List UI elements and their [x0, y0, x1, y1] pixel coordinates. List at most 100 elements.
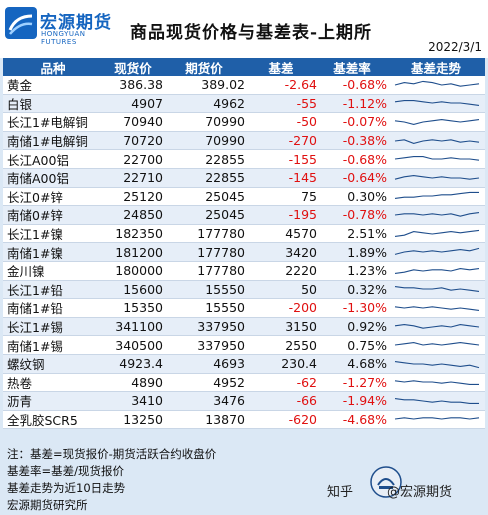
table-row: 南储1#电解铜 70720 70990 -270 -0.38% — [3, 131, 485, 151]
sparkline — [394, 417, 480, 421]
table-row: 长江0#锌 25120 25045 75 0.30% — [3, 187, 485, 207]
table-body: 黄金 386.38 389.02 -2.64 -0.68% 白银 4907 4962 -55 -1… — [3, 76, 485, 430]
sparkline — [394, 229, 480, 237]
futures-price: 22855 — [205, 151, 245, 167]
basis-table: 品种 现货价 期货价 基差 基差率 基差走势 黄金 386.38 389.02 -2.… — [3, 58, 485, 430]
report-header: 宏源期货 HONGYUAN FUTURES 商品现货价格与基差表-上期所 202… — [0, 0, 488, 58]
basis-rate: -1.27% — [342, 374, 387, 390]
commodity-name: 热卷 — [7, 375, 33, 391]
basis-trend-cell — [387, 282, 485, 296]
futures-price: 337950 — [197, 319, 245, 335]
basis-value: -145 — [288, 170, 317, 186]
table-row: 南储0#锌 24850 25045 -195 -0.78% — [3, 206, 485, 225]
basis-value: -62 — [296, 374, 317, 390]
futures-price: 25045 — [205, 188, 245, 204]
col-header-commodity: 品种 — [40, 60, 66, 76]
logo-name-cn: 宏源期货 — [40, 13, 112, 33]
basis-trend-cell — [387, 78, 485, 92]
basis-trend-cell — [387, 171, 485, 185]
watermark: 知乎 @宏源期货 — [327, 465, 477, 505]
sparkline — [394, 248, 480, 256]
commodity-name: 南储1#镍 — [7, 245, 63, 261]
sparkline — [394, 360, 480, 368]
basis-trend-cell — [387, 152, 485, 166]
table-header: 品种 现货价 期货价 基差 基差率 基差走势 — [3, 58, 485, 76]
sparkline-series — [394, 192, 479, 200]
basis-rate: 0.32% — [347, 281, 387, 297]
futures-price: 4962 — [213, 95, 245, 111]
spot-price: 24850 — [123, 207, 163, 223]
basis-rate: -4.68% — [342, 411, 387, 427]
report-date: 2022/3/1 — [428, 40, 482, 54]
spot-price: 3410 — [131, 393, 163, 409]
futures-price: 4952 — [213, 374, 245, 390]
spot-price: 22700 — [123, 151, 163, 167]
company-logo-icon — [5, 7, 37, 39]
table-row: 热卷 4890 4952 -62 -1.27% — [3, 373, 485, 393]
futures-price: 177780 — [197, 244, 245, 260]
spot-price: 182350 — [115, 226, 163, 242]
commodity-name: 南储1#铅 — [7, 301, 63, 317]
spot-price: 180000 — [115, 263, 163, 279]
commodity-name: 长江0#锌 — [7, 189, 63, 205]
sparkline-series — [394, 80, 480, 87]
col-header-spot: 现货价 — [114, 60, 152, 76]
basis-rate: 4.68% — [347, 356, 387, 372]
commodity-name: 白银 — [7, 96, 33, 112]
sparkline — [394, 306, 480, 311]
sparkline — [394, 192, 479, 200]
note-source: 宏源期货研究所 — [7, 498, 88, 512]
basis-rate: -1.94% — [342, 393, 387, 409]
futures-price: 4693 — [213, 356, 245, 372]
futures-price: 389.02 — [201, 77, 245, 93]
sparkline-series — [394, 138, 480, 144]
sparkline — [394, 342, 480, 346]
table-row: 长江A00铝 22700 22855 -155 -0.68% — [3, 150, 485, 169]
commodity-name: 沥青 — [7, 394, 33, 410]
sparkline-series — [394, 306, 480, 311]
commodity-name: 长江1#电解铜 — [7, 115, 88, 131]
watermark-account: @宏源期货 — [387, 485, 453, 500]
table-row: 长江1#镍 182350 177780 4570 2.51% — [3, 224, 485, 244]
commodity-name: 长江A00铝 — [7, 152, 69, 168]
basis-value: 2220 — [285, 263, 317, 279]
logo-name-en: HONGYUAN FUTURES — [41, 30, 86, 46]
spot-price: 4907 — [131, 95, 163, 111]
basis-value: -66 — [296, 393, 317, 409]
basis-rate: -0.64% — [342, 170, 387, 186]
basis-rate: 2.51% — [347, 226, 387, 242]
table-row: 长江1#锡 341100 337950 3150 0.92% — [3, 317, 485, 337]
sparkline-series — [394, 100, 480, 107]
futures-price: 25045 — [205, 207, 245, 223]
basis-value: 4570 — [285, 226, 317, 242]
spot-price: 22710 — [123, 170, 163, 186]
futures-price: 15550 — [205, 281, 245, 297]
sparkline-series — [394, 342, 480, 346]
sparkline — [394, 100, 480, 107]
basis-rate: 0.30% — [347, 188, 387, 204]
spot-price: 341100 — [115, 319, 163, 335]
emblem-icon — [370, 466, 402, 498]
sparkline-series — [394, 267, 480, 274]
basis-trend-cell — [387, 227, 485, 241]
table-row: 螺纹钢 4923.4 4693 230.4 4.68% — [3, 354, 485, 374]
basis-rate: -0.78% — [342, 207, 387, 223]
commodity-name: 金川镍 — [7, 264, 45, 280]
basis-trend-cell — [387, 115, 485, 129]
sparkline-series — [394, 397, 479, 404]
col-header-basis: 基差 — [268, 60, 294, 76]
sparkline-series — [394, 212, 480, 217]
table-row: 沥青 3410 3476 -66 -1.94% — [3, 392, 485, 411]
basis-trend-cell — [387, 338, 485, 352]
spot-price: 181200 — [115, 244, 163, 260]
spot-price: 70940 — [123, 114, 163, 130]
basis-rate: -0.07% — [342, 114, 387, 130]
watermark-zhihu: 知乎 — [327, 485, 354, 500]
sparkline-series — [394, 229, 480, 237]
futures-price: 3476 — [213, 393, 245, 409]
basis-trend-cell — [387, 357, 485, 371]
commodity-name: 长江1#锡 — [7, 320, 63, 336]
note-basis-definition: 注：基差=现货报价-期货活跃合约收盘价 — [7, 447, 217, 461]
table-row: 南储1#镍 181200 177780 3420 1.89% — [3, 243, 485, 262]
table-row: 南储A00铝 22710 22855 -145 -0.64% — [3, 168, 485, 188]
